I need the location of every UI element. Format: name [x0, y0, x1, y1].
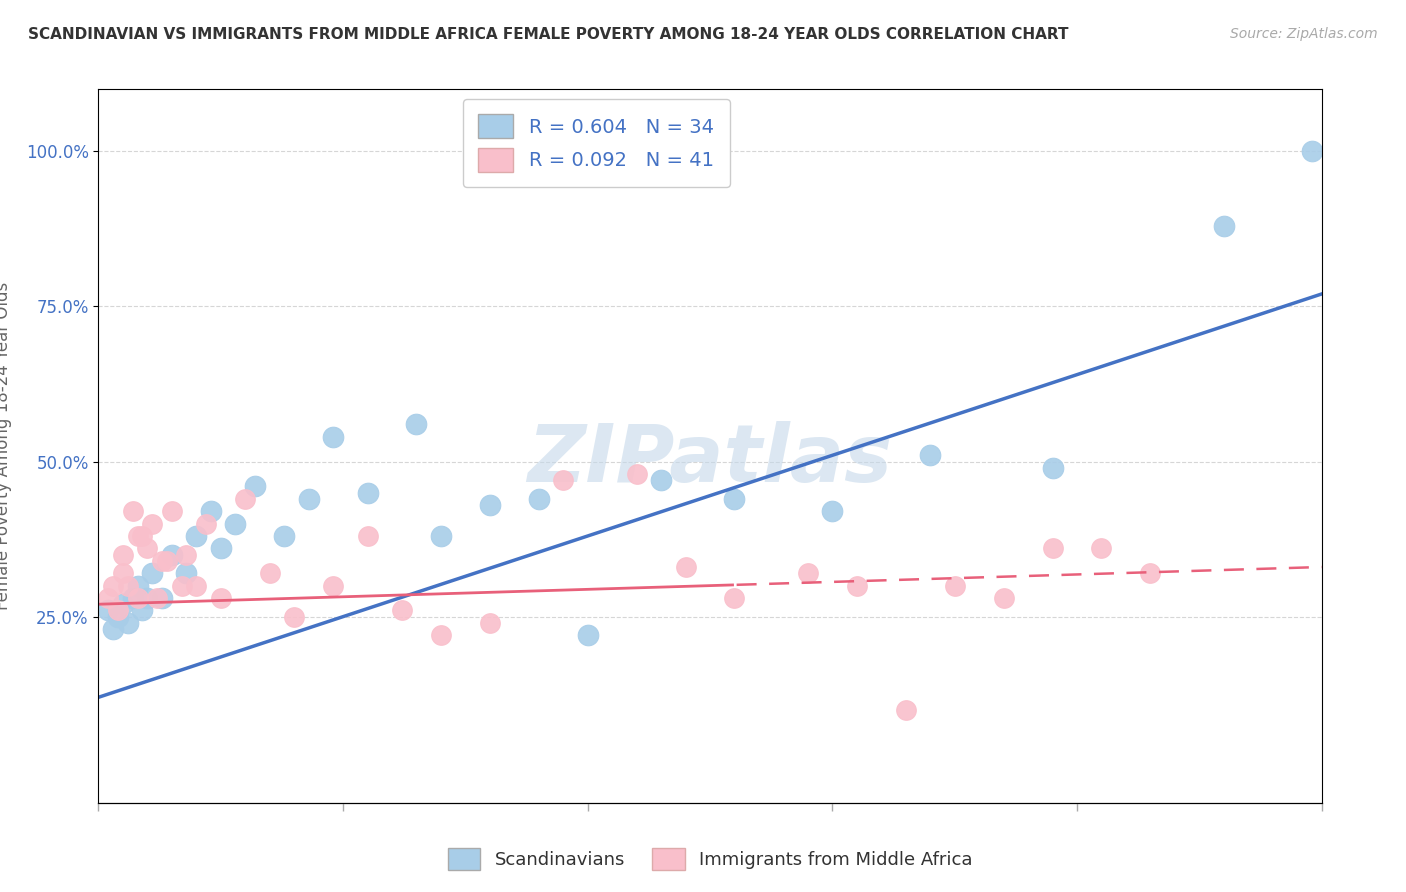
Point	[117, 579, 139, 593]
Point	[920, 448, 942, 462]
Point	[478, 498, 501, 512]
Point	[224, 516, 246, 531]
Point	[356, 529, 378, 543]
Point	[97, 603, 120, 617]
Point	[117, 615, 139, 630]
Point	[527, 491, 550, 506]
Point	[298, 491, 321, 506]
Point	[430, 628, 453, 642]
Point	[121, 504, 143, 518]
Point	[176, 548, 198, 562]
Point	[993, 591, 1015, 605]
Point	[200, 504, 222, 518]
Point	[170, 579, 193, 593]
Point	[101, 579, 124, 593]
Point	[141, 516, 163, 531]
Point	[1090, 541, 1112, 556]
Point	[101, 622, 124, 636]
Point	[233, 491, 256, 506]
Point	[626, 467, 648, 481]
Text: SCANDINAVIAN VS IMMIGRANTS FROM MIDDLE AFRICA FEMALE POVERTY AMONG 18-24 YEAR OL: SCANDINAVIAN VS IMMIGRANTS FROM MIDDLE A…	[28, 27, 1069, 42]
Point	[136, 541, 159, 556]
Point	[553, 473, 575, 487]
Point	[650, 473, 672, 487]
Point	[121, 591, 143, 605]
Point	[131, 529, 153, 543]
Point	[127, 579, 149, 593]
Point	[146, 591, 169, 605]
Point	[186, 529, 208, 543]
Point	[259, 566, 281, 581]
Point	[209, 591, 232, 605]
Point	[136, 591, 159, 605]
Point	[127, 591, 149, 605]
Point	[1042, 541, 1064, 556]
Point	[107, 609, 129, 624]
Point	[356, 485, 378, 500]
Point	[111, 548, 134, 562]
Point	[943, 579, 966, 593]
Point	[1042, 460, 1064, 475]
Point	[209, 541, 232, 556]
Y-axis label: Female Poverty Among 18-24 Year Olds: Female Poverty Among 18-24 Year Olds	[0, 282, 11, 610]
Point	[131, 603, 153, 617]
Point	[176, 566, 198, 581]
Point	[723, 491, 745, 506]
Point	[150, 554, 173, 568]
Point	[797, 566, 820, 581]
Point	[111, 566, 134, 581]
Point	[97, 591, 120, 605]
Point	[675, 560, 697, 574]
Point	[894, 703, 917, 717]
Point	[405, 417, 427, 432]
Point	[127, 529, 149, 543]
Point	[845, 579, 868, 593]
Point	[141, 566, 163, 581]
Point	[1139, 566, 1161, 581]
Point	[821, 504, 844, 518]
Point	[273, 529, 295, 543]
Point	[283, 609, 305, 624]
Text: ZIPatlas: ZIPatlas	[527, 421, 893, 500]
Point	[156, 554, 179, 568]
Point	[322, 430, 344, 444]
Point	[391, 603, 413, 617]
Legend: Scandinavians, Immigrants from Middle Africa: Scandinavians, Immigrants from Middle Af…	[439, 839, 981, 880]
Point	[723, 591, 745, 605]
Text: Source: ZipAtlas.com: Source: ZipAtlas.com	[1230, 27, 1378, 41]
Point	[195, 516, 218, 531]
Point	[322, 579, 344, 593]
Point	[111, 597, 134, 611]
Point	[243, 479, 266, 493]
Point	[430, 529, 453, 543]
Point	[1301, 145, 1323, 159]
Point	[107, 603, 129, 617]
Point	[576, 628, 599, 642]
Point	[150, 591, 173, 605]
Point	[160, 548, 183, 562]
Point	[1212, 219, 1234, 233]
Point	[478, 615, 501, 630]
Point	[186, 579, 208, 593]
Point	[160, 504, 183, 518]
